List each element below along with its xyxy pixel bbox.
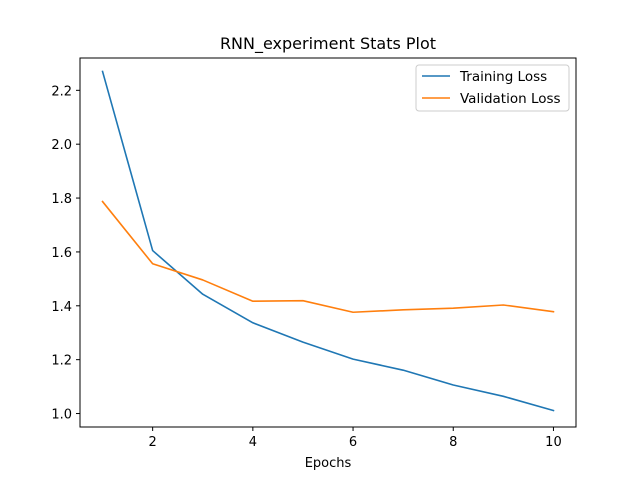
plot-frame bbox=[79, 57, 577, 428]
x-axis-ticks: 2 4 6 8 10 bbox=[149, 427, 562, 450]
legend-label: Training Loss bbox=[459, 69, 547, 85]
x-tick-label: 10 bbox=[545, 435, 562, 450]
y-tick-label: 2.2 bbox=[51, 84, 72, 99]
x-tick-label: 4 bbox=[249, 435, 257, 450]
y-tick-label: 1.2 bbox=[51, 354, 72, 369]
legend: Training Loss Validation Loss bbox=[415, 64, 570, 112]
y-tick-label: 1.0 bbox=[51, 408, 72, 423]
x-tick-label: 8 bbox=[449, 435, 457, 450]
series-layer bbox=[101, 70, 555, 412]
x-tick-label: 2 bbox=[149, 435, 157, 450]
y-tick-label: 1.6 bbox=[51, 246, 72, 261]
y-tick-label: 1.8 bbox=[51, 192, 72, 207]
series-line-validation-loss bbox=[101, 200, 555, 314]
plot-area bbox=[80, 58, 576, 427]
legend-label: Validation Loss bbox=[460, 91, 561, 107]
y-tick-label: 2.0 bbox=[51, 138, 72, 153]
chart-title: RNN_experiment Stats Plot bbox=[220, 34, 436, 54]
legend-box bbox=[415, 64, 570, 112]
x-tick-label: 6 bbox=[349, 435, 357, 450]
y-axis-ticks: 1.0 1.2 1.4 1.6 1.8 2.0 2.2 bbox=[51, 84, 80, 423]
y-tick-label: 1.4 bbox=[51, 300, 72, 315]
x-axis-label: Epochs bbox=[305, 456, 352, 471]
